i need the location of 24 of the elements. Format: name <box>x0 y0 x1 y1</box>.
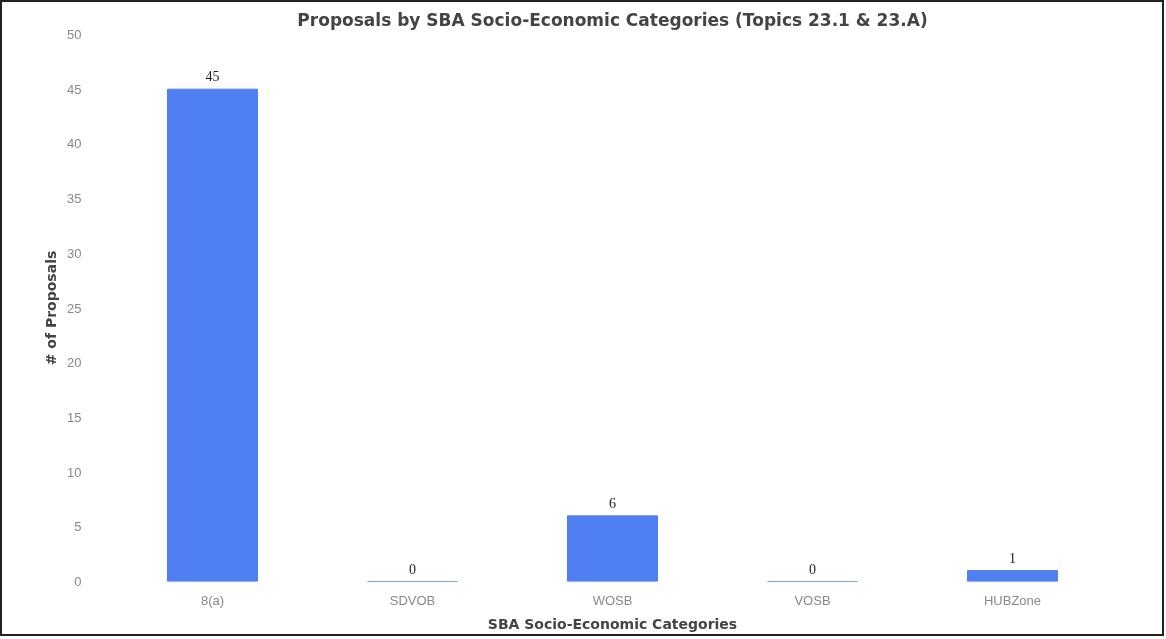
data-label: 1 <box>1009 550 1016 566</box>
y-tick-label: 20 <box>67 355 82 371</box>
y-tick-label: 35 <box>67 191 82 207</box>
x-tick-label: 8(a) <box>200 592 225 608</box>
data-label: 0 <box>809 561 816 577</box>
chart-title: Proposals by SBA Socio-Economic Categories (Topics 23.1 & 23.A) <box>297 9 928 30</box>
x-tick-label: VOSB <box>794 592 831 608</box>
x-tick-label: SDVOB <box>389 592 436 608</box>
y-tick-label: 10 <box>67 464 82 480</box>
y-tick-label: 40 <box>67 136 82 152</box>
y-tick-label: 30 <box>67 245 82 261</box>
x-tick-label: WOSB <box>592 592 633 608</box>
x-axis-title: SBA Socio-Economic Categories <box>487 615 738 632</box>
data-label: 0 <box>409 561 416 577</box>
y-axis-title: # of Proposals <box>43 250 60 366</box>
y-tick-label: 15 <box>67 409 82 425</box>
x-tick-label: HUBZone <box>983 592 1042 608</box>
y-tick-label: 5 <box>74 519 82 535</box>
y-tick-label: 45 <box>67 81 82 97</box>
data-label: 6 <box>609 495 616 511</box>
data-label: 45 <box>205 69 220 85</box>
y-tick-label: 0 <box>74 574 82 589</box>
y-tick-label: 25 <box>67 300 82 316</box>
y-tick-label: 50 <box>67 27 82 42</box>
